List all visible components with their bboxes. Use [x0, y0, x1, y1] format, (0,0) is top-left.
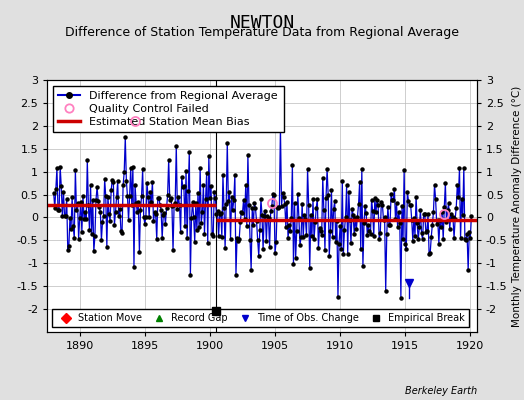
Legend: Station Move, Record Gap, Time of Obs. Change, Empirical Break: Station Move, Record Gap, Time of Obs. C…	[52, 309, 469, 327]
Text: Berkeley Earth: Berkeley Earth	[405, 386, 477, 396]
Text: NEWTON: NEWTON	[230, 14, 294, 32]
Y-axis label: Monthly Temperature Anomaly Difference (°C): Monthly Temperature Anomaly Difference (…	[511, 85, 522, 327]
Text: Difference of Station Temperature Data from Regional Average: Difference of Station Temperature Data f…	[65, 26, 459, 39]
